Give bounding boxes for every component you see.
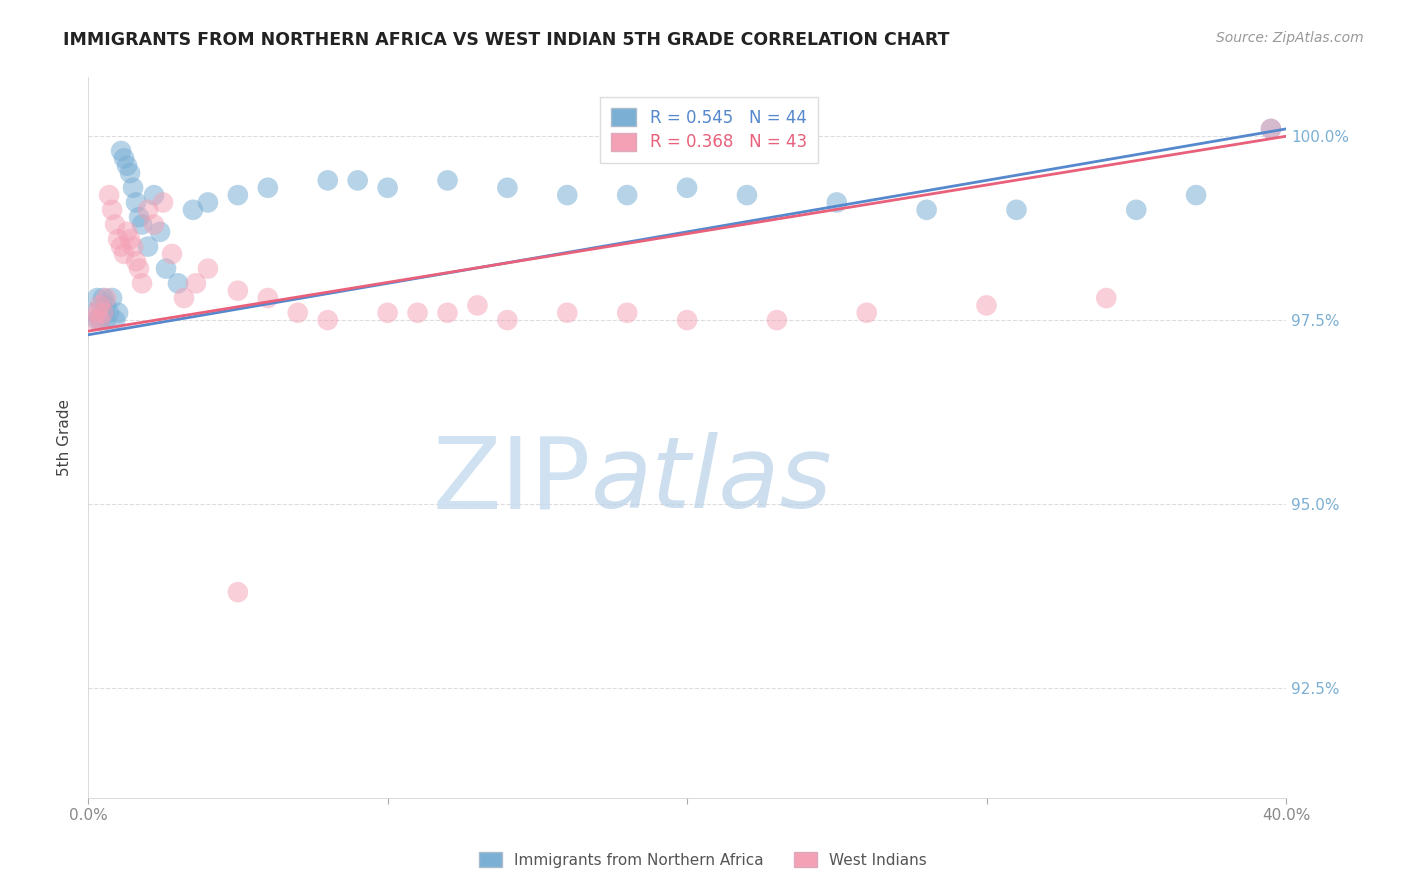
Point <box>346 173 368 187</box>
Point <box>104 313 127 327</box>
Point <box>98 306 121 320</box>
Point <box>136 202 159 217</box>
Point <box>256 180 278 194</box>
Point <box>120 166 142 180</box>
Point <box>128 210 150 224</box>
Text: Source: ZipAtlas.com: Source: ZipAtlas.com <box>1216 31 1364 45</box>
Point <box>149 225 172 239</box>
Point <box>436 306 458 320</box>
Point <box>112 247 135 261</box>
Point <box>101 291 124 305</box>
Point <box>406 306 429 320</box>
Y-axis label: 5th Grade: 5th Grade <box>58 400 72 476</box>
Point <box>107 232 129 246</box>
Point <box>94 291 117 305</box>
Text: atlas: atlas <box>592 433 832 530</box>
Point <box>226 188 249 202</box>
Point <box>101 202 124 217</box>
Point <box>1260 122 1282 136</box>
Point <box>226 284 249 298</box>
Point <box>110 144 132 158</box>
Point <box>115 225 138 239</box>
Point <box>377 306 399 320</box>
Point <box>496 180 519 194</box>
Point <box>160 247 183 261</box>
Point <box>167 277 190 291</box>
Point <box>91 306 114 320</box>
Point <box>467 298 489 312</box>
Point <box>120 232 142 246</box>
Point <box>83 313 105 327</box>
Point <box>676 313 699 327</box>
Point <box>825 195 848 210</box>
Point <box>1260 122 1282 136</box>
Point <box>86 313 108 327</box>
Point <box>1185 188 1208 202</box>
Point <box>98 188 121 202</box>
Point <box>136 239 159 253</box>
Point <box>181 202 204 217</box>
Point <box>616 188 638 202</box>
Point <box>155 261 177 276</box>
Point <box>110 239 132 253</box>
Point <box>152 195 174 210</box>
Point <box>122 180 145 194</box>
Point <box>83 306 105 320</box>
Point <box>256 291 278 305</box>
Point <box>86 306 108 320</box>
Point <box>855 306 877 320</box>
Point <box>377 180 399 194</box>
Point <box>676 180 699 194</box>
Text: ZIP: ZIP <box>433 433 592 530</box>
Legend: Immigrants from Northern Africa, West Indians: Immigrants from Northern Africa, West In… <box>472 846 934 873</box>
Point <box>197 261 219 276</box>
Point <box>115 159 138 173</box>
Point <box>616 306 638 320</box>
Point <box>915 202 938 217</box>
Point <box>131 277 153 291</box>
Point <box>94 298 117 312</box>
Point <box>976 298 998 312</box>
Point <box>125 195 148 210</box>
Point <box>131 218 153 232</box>
Point <box>107 306 129 320</box>
Point <box>112 151 135 165</box>
Point <box>122 239 145 253</box>
Point <box>197 195 219 210</box>
Point <box>766 313 789 327</box>
Point <box>89 298 111 312</box>
Legend: R = 0.545   N = 44, R = 0.368   N = 43: R = 0.545 N = 44, R = 0.368 N = 43 <box>599 96 818 163</box>
Point <box>735 188 758 202</box>
Point <box>555 306 578 320</box>
Point <box>1125 202 1147 217</box>
Point <box>316 173 339 187</box>
Point <box>143 188 166 202</box>
Point <box>89 313 111 327</box>
Point <box>1005 202 1028 217</box>
Point <box>91 291 114 305</box>
Point <box>128 261 150 276</box>
Point <box>226 585 249 599</box>
Point <box>316 313 339 327</box>
Point <box>184 277 207 291</box>
Point <box>555 188 578 202</box>
Point <box>86 291 108 305</box>
Point <box>173 291 195 305</box>
Point <box>125 254 148 268</box>
Point <box>287 306 309 320</box>
Text: IMMIGRANTS FROM NORTHERN AFRICA VS WEST INDIAN 5TH GRADE CORRELATION CHART: IMMIGRANTS FROM NORTHERN AFRICA VS WEST … <box>63 31 950 49</box>
Point <box>91 306 114 320</box>
Point <box>89 313 111 327</box>
Point <box>1095 291 1118 305</box>
Point <box>143 218 166 232</box>
Point <box>94 313 117 327</box>
Point <box>104 218 127 232</box>
Point <box>436 173 458 187</box>
Point <box>496 313 519 327</box>
